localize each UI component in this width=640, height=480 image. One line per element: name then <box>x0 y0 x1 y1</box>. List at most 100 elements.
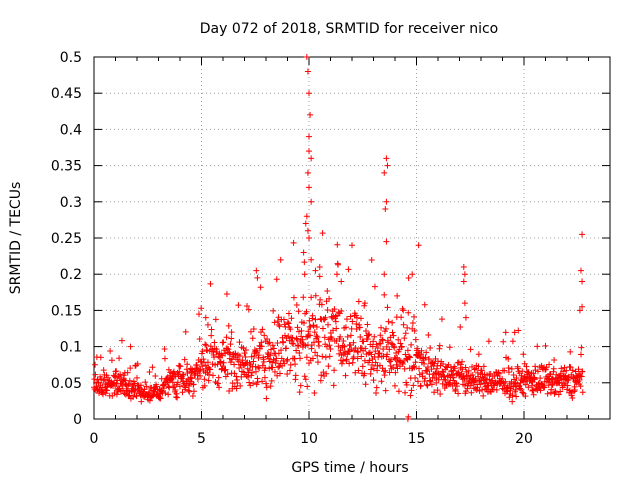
data-point <box>220 363 227 370</box>
data-point <box>559 384 566 391</box>
data-point <box>268 346 275 353</box>
data-point <box>296 349 303 356</box>
data-point <box>552 389 559 396</box>
data-point <box>370 365 377 372</box>
data-point <box>424 382 431 389</box>
data-point <box>236 339 243 346</box>
data-point <box>466 376 473 383</box>
data-point <box>358 353 365 360</box>
data-point <box>450 377 457 384</box>
data-point <box>319 325 326 332</box>
data-point <box>385 318 392 325</box>
data-point <box>250 358 257 365</box>
data-point <box>355 349 362 356</box>
data-point <box>469 363 476 370</box>
data-point <box>301 259 308 266</box>
data-point <box>111 373 118 380</box>
data-point <box>425 331 432 338</box>
data-point <box>295 328 302 335</box>
data-point <box>91 376 98 383</box>
data-point <box>518 386 525 393</box>
data-point <box>342 372 349 379</box>
data-point <box>183 366 190 373</box>
data-point <box>549 375 556 382</box>
data-point <box>395 388 402 395</box>
data-point <box>92 361 99 368</box>
data-point <box>405 274 412 281</box>
data-point <box>220 339 227 346</box>
data-point <box>231 370 238 377</box>
data-point <box>389 329 396 336</box>
data-point <box>298 333 305 340</box>
data-point <box>567 389 574 396</box>
data-point <box>546 361 553 368</box>
data-point <box>391 344 398 351</box>
data-point <box>149 364 156 371</box>
data-point <box>578 344 585 351</box>
data-point <box>298 327 305 334</box>
data-point <box>308 294 315 301</box>
data-point <box>317 377 324 384</box>
data-point <box>368 351 375 358</box>
data-point <box>567 348 574 355</box>
grid-layer <box>94 57 610 419</box>
data-point <box>218 351 225 358</box>
data-point <box>304 333 311 340</box>
data-point <box>473 387 480 394</box>
data-point <box>577 383 584 390</box>
data-point <box>214 380 221 387</box>
y-tick-label: 0.5 <box>60 50 82 66</box>
data-point <box>263 384 270 391</box>
data-point <box>281 332 288 339</box>
data-point <box>303 213 310 220</box>
data-point <box>579 278 586 285</box>
data-point <box>355 298 362 305</box>
data-point <box>321 334 328 341</box>
data-point <box>349 318 356 325</box>
data-point <box>100 377 107 384</box>
data-point <box>187 374 194 381</box>
y-tick-label: 0.25 <box>51 231 82 247</box>
data-point <box>94 376 101 383</box>
data-point <box>290 340 297 347</box>
data-point <box>319 230 326 237</box>
data-point <box>409 271 416 278</box>
data-point <box>468 389 475 396</box>
data-point <box>541 384 548 391</box>
data-point <box>444 372 451 379</box>
data-point <box>127 365 134 372</box>
data-point <box>410 382 417 389</box>
data-point <box>577 372 584 379</box>
data-point <box>237 382 244 389</box>
data-point <box>461 300 468 307</box>
data-point <box>362 381 369 388</box>
data-point <box>332 313 339 320</box>
data-point <box>365 350 372 357</box>
data-point <box>423 381 430 388</box>
data-point <box>196 336 203 343</box>
data-point <box>331 367 338 374</box>
data-point <box>207 343 214 350</box>
data-point <box>399 360 406 367</box>
data-point <box>522 393 529 400</box>
data-point <box>569 367 576 374</box>
data-point <box>416 365 423 372</box>
data-point <box>224 371 231 378</box>
data-point <box>450 374 457 381</box>
data-point <box>132 386 139 393</box>
x-tick-label: 10 <box>300 431 318 447</box>
data-point <box>509 338 516 345</box>
data-point <box>177 363 184 370</box>
data-point <box>523 363 530 370</box>
data-point <box>469 371 476 378</box>
data-point <box>382 206 389 213</box>
data-point <box>182 384 189 391</box>
data-point <box>209 361 216 368</box>
data-point <box>575 372 582 379</box>
data-point <box>259 326 266 333</box>
data-point <box>511 329 518 336</box>
data-point <box>201 382 208 389</box>
data-point <box>292 372 299 379</box>
data-point <box>254 378 261 385</box>
data-point <box>326 295 333 302</box>
